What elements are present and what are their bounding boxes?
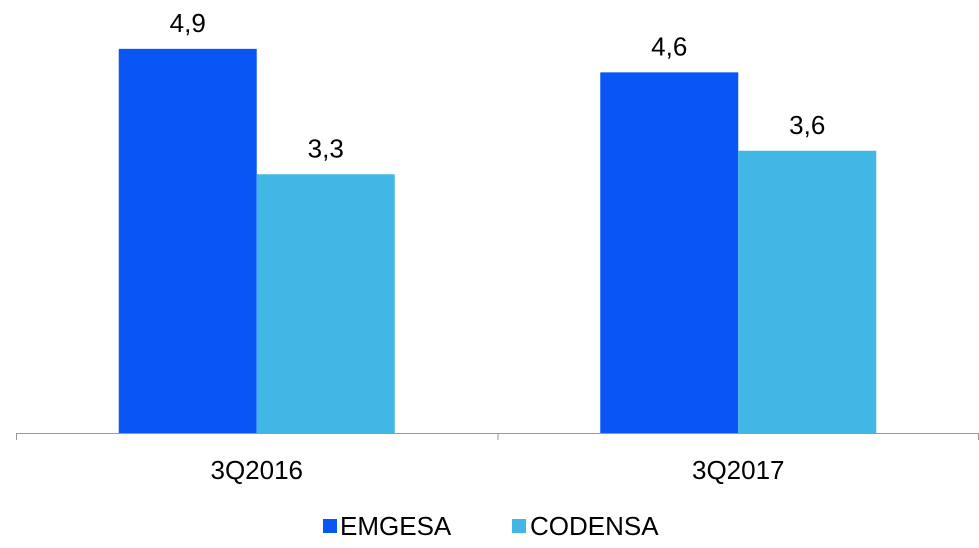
data-label-codensa-3q2016: 3,3	[308, 133, 344, 163]
bars-group	[118, 48, 877, 434]
data-label-codensa-3q2017: 3,6	[789, 110, 825, 140]
bar-codensa-3q2017	[738, 150, 877, 433]
bar-codensa-3q2016	[256, 174, 395, 433]
data-label-emgesa-3q2017: 4,6	[651, 31, 687, 61]
category-label-3q2017: 3Q2017	[692, 455, 785, 485]
bar-emgesa-3q2017	[600, 72, 739, 434]
legend-label-codensa: CODENSA	[530, 511, 659, 541]
category-label-3q2016: 3Q2016	[210, 455, 303, 485]
x-axis	[16, 433, 979, 440]
bar-emgesa-3q2016	[118, 48, 257, 434]
category-labels-group: 3Q2016 3Q2017	[210, 455, 784, 485]
legend: EMGESA CODENSA	[323, 511, 659, 541]
value-labels-group: 4,9 3,3 4,6 3,6	[170, 8, 826, 163]
legend-swatch-emgesa	[323, 519, 337, 533]
data-label-emgesa-3q2016: 4,9	[170, 8, 206, 38]
legend-swatch-codensa	[512, 519, 526, 533]
legend-label-emgesa: EMGESA	[340, 511, 452, 541]
